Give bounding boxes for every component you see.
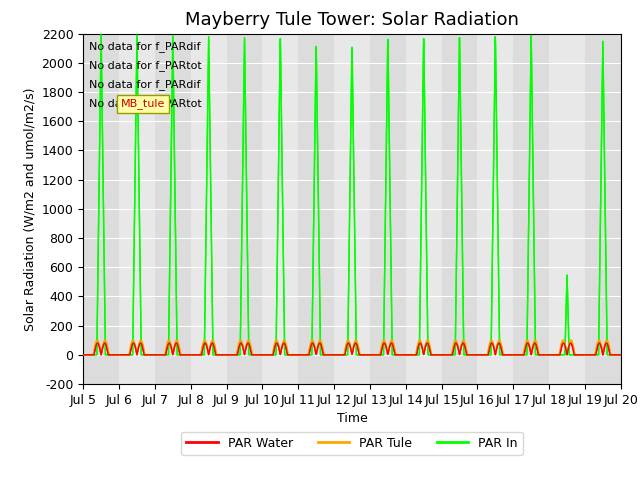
PAR Tule bbox=[617, 352, 625, 358]
PAR Water bbox=[141, 352, 148, 358]
PAR Water bbox=[79, 352, 87, 358]
Bar bbox=[549, 34, 585, 384]
Bar bbox=[298, 34, 334, 384]
Text: No data for f_PARdif: No data for f_PARdif bbox=[88, 79, 200, 90]
PAR Water bbox=[93, 340, 101, 346]
PAR In bbox=[309, 281, 317, 287]
PAR Water bbox=[309, 340, 317, 346]
PAR In bbox=[285, 352, 293, 358]
PAR Water bbox=[617, 352, 625, 358]
PAR Water bbox=[285, 352, 293, 358]
PAR In bbox=[141, 352, 148, 358]
PAR In bbox=[79, 352, 87, 358]
PAR In bbox=[548, 352, 556, 358]
Bar bbox=[406, 34, 442, 384]
Bar bbox=[442, 34, 477, 384]
PAR In bbox=[607, 352, 614, 358]
Title: Mayberry Tule Tower: Solar Radiation: Mayberry Tule Tower: Solar Radiation bbox=[185, 11, 519, 29]
PAR Water bbox=[173, 340, 180, 346]
PAR Tule bbox=[607, 350, 614, 356]
Bar bbox=[513, 34, 549, 384]
PAR Water bbox=[607, 352, 614, 358]
PAR Tule bbox=[309, 338, 317, 344]
Bar bbox=[585, 34, 621, 384]
X-axis label: Time: Time bbox=[337, 412, 367, 425]
PAR Tule bbox=[141, 351, 148, 357]
Text: MB_tule: MB_tule bbox=[121, 98, 165, 109]
Bar bbox=[119, 34, 155, 384]
Line: PAR In: PAR In bbox=[83, 34, 621, 355]
PAR Tule bbox=[79, 352, 87, 358]
Bar bbox=[477, 34, 513, 384]
PAR Tule bbox=[285, 352, 293, 358]
Bar bbox=[334, 34, 370, 384]
Bar bbox=[227, 34, 262, 384]
PAR Tule bbox=[93, 337, 101, 343]
PAR In bbox=[617, 352, 625, 358]
Line: PAR Water: PAR Water bbox=[83, 343, 621, 355]
PAR Tule bbox=[173, 337, 180, 343]
Legend: PAR Water, PAR Tule, PAR In: PAR Water, PAR Tule, PAR In bbox=[181, 432, 523, 455]
PAR Tule bbox=[548, 352, 556, 358]
PAR In bbox=[173, 314, 180, 320]
Bar bbox=[262, 34, 298, 384]
Bar bbox=[370, 34, 406, 384]
Bar bbox=[155, 34, 191, 384]
Y-axis label: Solar Radiation (W/m2 and umol/m2/s): Solar Radiation (W/m2 and umol/m2/s) bbox=[23, 87, 36, 331]
Text: No data for f_PARtot: No data for f_PARtot bbox=[88, 60, 202, 71]
Bar bbox=[191, 34, 227, 384]
Text: No data for f_PARtot: No data for f_PARtot bbox=[88, 98, 202, 109]
Line: PAR Tule: PAR Tule bbox=[83, 340, 621, 355]
Text: No data for f_PARdif: No data for f_PARdif bbox=[88, 41, 200, 51]
Bar bbox=[83, 34, 119, 384]
PAR Water bbox=[548, 352, 556, 358]
PAR In bbox=[97, 31, 105, 37]
